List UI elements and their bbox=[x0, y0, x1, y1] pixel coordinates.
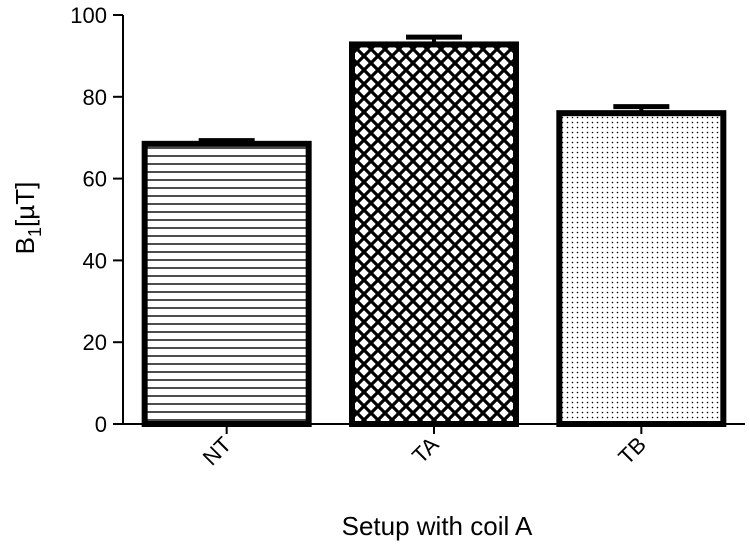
x-tick-label-tb: TB bbox=[613, 432, 651, 470]
bar-tb bbox=[556, 110, 727, 427]
y-axis-title-unit: [µT] bbox=[10, 182, 40, 227]
bar-ta bbox=[349, 41, 519, 428]
bars-layer bbox=[141, 34, 727, 428]
bar-nt bbox=[141, 140, 312, 428]
y-tick-label-80: 80 bbox=[83, 85, 107, 110]
x-tick-label-ta: TA bbox=[407, 432, 444, 469]
y-tick-label-40: 40 bbox=[83, 248, 107, 273]
x-tick-label-nt: NT bbox=[198, 432, 236, 470]
y-axis-title: B1[µT] bbox=[10, 182, 45, 255]
y-tick-label-0: 0 bbox=[95, 412, 107, 437]
x-axis-title: Setup with coil A bbox=[342, 511, 533, 541]
y-tick-label-60: 60 bbox=[83, 167, 107, 192]
y-tick-label-100: 100 bbox=[70, 3, 107, 28]
y-axis-title-subscript: 1 bbox=[25, 227, 45, 237]
y-axis-title-main: B bbox=[10, 237, 40, 254]
y-tick-label-20: 20 bbox=[83, 330, 107, 355]
